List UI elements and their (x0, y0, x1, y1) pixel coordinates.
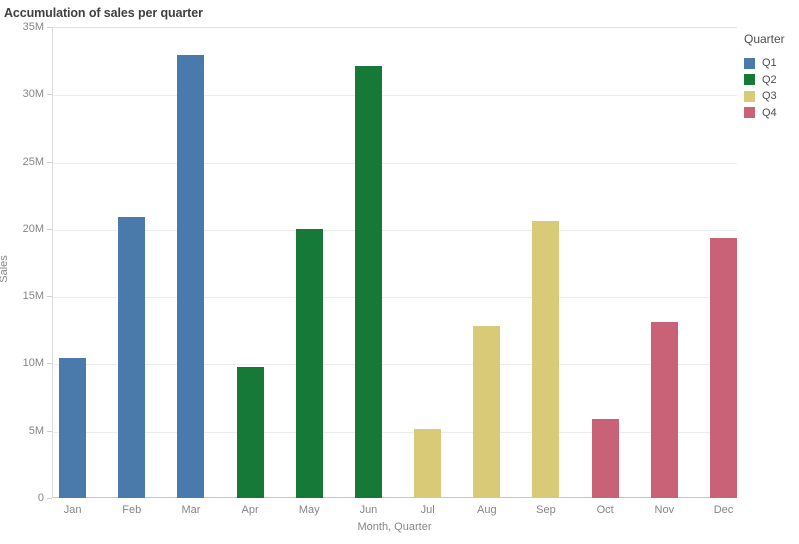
bar-slot-dec (694, 27, 753, 498)
x-tick-label-apr: Apr (241, 504, 259, 516)
legend-swatch-q4 (744, 107, 755, 119)
gridline-20m (53, 229, 737, 231)
bar-slot-jul (398, 27, 457, 498)
y-tick-label-20m: 20M (22, 222, 44, 235)
bar-slot-feb (102, 27, 161, 498)
y-tick-mark-25m (47, 161, 52, 163)
y-axis-title: Sales (0, 255, 10, 283)
bar-dec[interactable] (709, 238, 737, 498)
x-axis: Jan Feb Mar Apr May Jun Jul Aug Sep Oct Nov Dec (43, 504, 753, 516)
bar-feb[interactable] (118, 216, 146, 498)
y-tick-label-25m: 25M (22, 155, 44, 168)
legend-title: Quarter (744, 32, 785, 46)
x-tick-label-feb: Feb (122, 504, 142, 516)
legend-label-q3: Q3 (762, 90, 777, 103)
bar-sep[interactable] (532, 220, 560, 498)
legend-item-q2[interactable]: Q2 (744, 72, 785, 89)
x-tick-label-mar: Mar (181, 504, 201, 516)
plot-area (52, 27, 737, 498)
bar-slot-nov (635, 27, 694, 498)
y-tick-mark-30m (47, 94, 52, 96)
y-tick-mark-20m (47, 228, 52, 230)
gridline-25m (53, 162, 737, 164)
legend-item-q4[interactable]: Q4 (744, 105, 785, 122)
y-tick-label-10m: 10M (22, 357, 44, 370)
gridline-30m (53, 95, 737, 97)
x-tick-label-may: May (298, 504, 320, 516)
x-tick-label-oct: Oct (596, 504, 614, 516)
y-tick-label-5m: 5M (28, 424, 44, 437)
bar-oct[interactable] (591, 418, 619, 498)
legend-swatch-q3 (744, 90, 755, 102)
bar-slot-sep (516, 27, 575, 498)
bar-nov[interactable] (650, 321, 678, 498)
bar-slot-aug (457, 27, 516, 498)
legend-item-q3[interactable]: Q3 (744, 88, 785, 105)
y-tick-label-30m: 30M (22, 88, 44, 101)
y-tick-mark-0 (47, 498, 52, 499)
gridline-10m (53, 364, 737, 366)
y-tick-mark-10m (47, 363, 52, 365)
x-tick-label-jan: Jan (63, 504, 82, 516)
x-tick-label-sep: Sep (536, 504, 556, 516)
x-tick-label-jul: Jul (420, 504, 435, 516)
y-tick-mark-15m (47, 296, 52, 298)
gridline-15m (53, 297, 737, 299)
bar-may[interactable] (295, 228, 323, 498)
y-tick-mark-5m (47, 430, 52, 432)
gridline-5m (53, 431, 737, 433)
bar-apr[interactable] (236, 367, 264, 498)
y-tick-mark-35m (47, 27, 52, 28)
y-tick-label-0: 0 (37, 492, 44, 504)
bar-aug[interactable] (473, 325, 501, 498)
bar-slot-jan (43, 27, 102, 498)
y-tick-label-35m: 35M (22, 21, 44, 33)
legend-swatch-q2 (744, 74, 755, 86)
x-tick-label-dec: Dec (713, 504, 734, 516)
bar-slot-apr (221, 27, 280, 498)
bar-jun[interactable] (354, 66, 382, 498)
legend-item-q1[interactable]: Q1 (744, 55, 785, 72)
legend-swatch-q1 (744, 57, 755, 69)
legend: Quarter Q1 Q2 Q3 Q4 (744, 32, 785, 121)
x-tick-label-nov: Nov (654, 504, 675, 516)
y-axis: 0 5M 10M 15M 20M 25M 30M 35M (0, 21, 52, 504)
bar-slot-may (280, 27, 339, 498)
bar-slot-oct (576, 27, 635, 498)
bar-mar[interactable] (177, 55, 205, 498)
x-axis-title: Month, Quarter (357, 521, 432, 533)
y-tick-label-15m: 15M (22, 290, 44, 303)
bar-slot-mar (161, 27, 220, 498)
bar-series (43, 27, 753, 498)
x-tick-label-aug: Aug (477, 504, 497, 516)
bar-slot-jun (339, 27, 398, 498)
x-tick-label-jun: Jun (359, 504, 378, 516)
legend-label-q2: Q2 (762, 73, 777, 86)
bar-jan[interactable] (59, 358, 87, 498)
legend-label-q1: Q1 (762, 57, 777, 70)
legend-label-q4: Q4 (762, 106, 777, 119)
chart-title: Accumulation of sales per quarter (4, 6, 203, 20)
bar-jul[interactable] (414, 429, 442, 498)
